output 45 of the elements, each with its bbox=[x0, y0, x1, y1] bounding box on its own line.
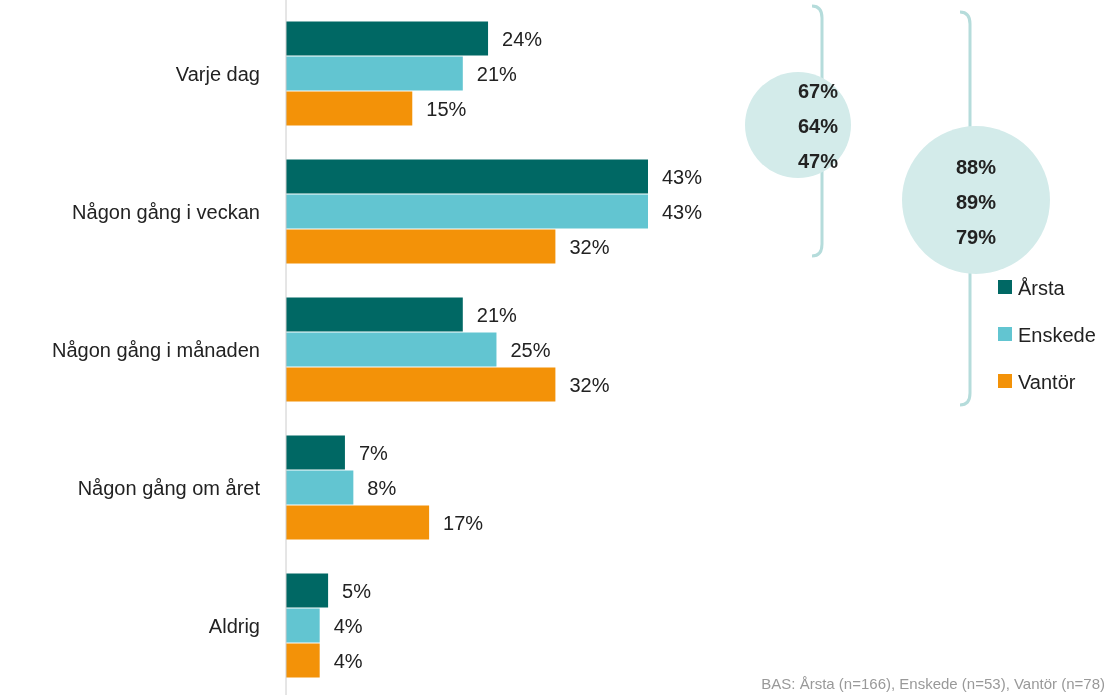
text: 89% bbox=[955, 191, 997, 213]
data-label: 7% bbox=[358, 442, 389, 464]
bar bbox=[286, 91, 413, 126]
y-tick-label: Aldrig bbox=[208, 615, 260, 637]
data-label: 8% bbox=[367, 477, 397, 499]
data-label: 24% bbox=[502, 28, 543, 50]
bar bbox=[286, 229, 556, 264]
bar bbox=[286, 505, 430, 540]
legend-label: Årsta bbox=[1018, 277, 1066, 299]
data-label: 21% bbox=[476, 304, 518, 326]
text: 67% bbox=[797, 80, 839, 102]
bar bbox=[286, 194, 648, 229]
data-label: 25% bbox=[510, 339, 551, 361]
text: 88% bbox=[955, 156, 997, 178]
bar bbox=[286, 21, 489, 56]
data-label: 4% bbox=[333, 650, 363, 672]
data-label: 17% bbox=[443, 512, 484, 534]
data-label: 32% bbox=[569, 374, 610, 396]
text: BAS: Årsta (n=166), Enskede (n=53), Vantör (n=78) bbox=[761, 675, 1105, 692]
text: 79% bbox=[955, 226, 997, 248]
bar bbox=[286, 297, 463, 332]
data-label: 5% bbox=[342, 580, 372, 602]
data-label: 21% bbox=[476, 63, 518, 85]
bar bbox=[286, 573, 329, 608]
text: 47% bbox=[797, 150, 839, 172]
bar bbox=[286, 435, 345, 470]
bar bbox=[286, 470, 354, 505]
bar bbox=[286, 332, 497, 367]
data-label: 15% bbox=[426, 98, 467, 120]
bar bbox=[286, 608, 320, 643]
y-tick-label: Någon gång i veckan bbox=[72, 201, 260, 223]
legend-label: Vantör bbox=[1018, 371, 1076, 393]
y-tick-label: Någon gång om året bbox=[77, 477, 261, 499]
bar bbox=[286, 367, 556, 402]
data-label: 43% bbox=[662, 166, 703, 188]
bar bbox=[286, 159, 648, 194]
data-label: 32% bbox=[569, 236, 610, 258]
y-tick-label: Varje dag bbox=[175, 63, 260, 85]
text: 64% bbox=[797, 115, 839, 137]
y-tick-label: Någon gång i månaden bbox=[52, 339, 260, 361]
legend-label: Enskede bbox=[1018, 324, 1096, 346]
data-label: 43% bbox=[662, 201, 703, 223]
bar bbox=[286, 643, 320, 678]
bar bbox=[286, 56, 463, 91]
data-label: 4% bbox=[333, 615, 363, 637]
